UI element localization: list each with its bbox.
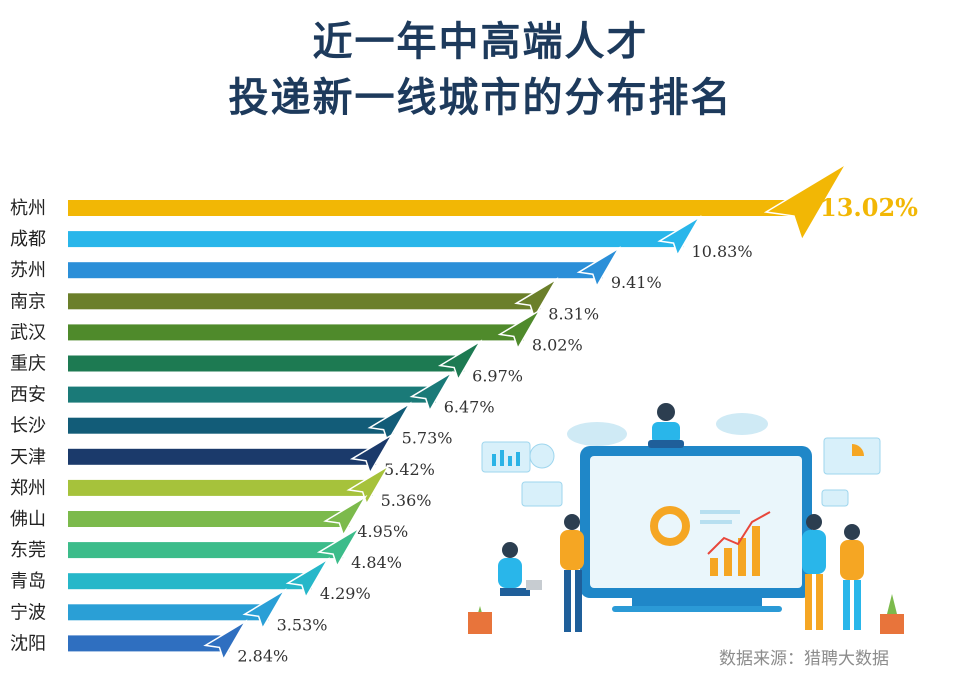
chart-title-line1: 近一年中高端人才 xyxy=(312,18,649,65)
value-label: 2.84% xyxy=(237,646,288,665)
category-label: 南京 xyxy=(10,291,46,312)
paper-plane-icon xyxy=(203,619,248,662)
bar xyxy=(68,293,541,310)
bar xyxy=(68,231,684,248)
paper-plane-icon xyxy=(576,246,621,289)
paper-plane-icon xyxy=(285,557,330,600)
data-source-note: 数据来源：猎聘大数据 xyxy=(719,649,889,669)
category-label: 成都 xyxy=(10,229,46,250)
category-label: 沈阳 xyxy=(10,633,46,654)
value-label: 8.02% xyxy=(532,335,583,354)
paper-plane-icon xyxy=(514,277,559,320)
category-label: 重庆 xyxy=(10,354,46,375)
value-label: 4.29% xyxy=(320,584,371,603)
category-label: 西安 xyxy=(10,385,46,406)
bar xyxy=(68,417,394,434)
category-label: 青岛 xyxy=(10,571,46,592)
category-label: 杭州 xyxy=(10,198,46,219)
value-label: 5.42% xyxy=(384,460,435,479)
category-label: 长沙 xyxy=(10,416,46,437)
paper-plane-icon xyxy=(349,432,395,475)
value-label: 4.84% xyxy=(351,553,402,572)
bar xyxy=(68,324,524,341)
value-label: 8.31% xyxy=(548,304,599,323)
category-label: 苏州 xyxy=(10,260,46,281)
bar xyxy=(68,386,436,403)
category-label: 武汉 xyxy=(10,322,46,343)
value-label: 10.83% xyxy=(692,242,753,261)
value-label: 3.53% xyxy=(277,615,328,634)
paper-plane-icon xyxy=(497,308,542,351)
bar xyxy=(68,355,465,372)
category-label: 宁波 xyxy=(10,602,46,623)
paper-plane-icon xyxy=(316,525,362,568)
value-label: 9.41% xyxy=(611,273,662,292)
category-label: 郑州 xyxy=(10,478,46,499)
bar xyxy=(68,511,350,527)
chart-title-line2: 投递新一线城市的分布排名 xyxy=(228,74,733,121)
bar xyxy=(68,573,312,590)
bar xyxy=(68,479,373,496)
category-label: 东莞 xyxy=(10,540,46,561)
office-illustration xyxy=(468,403,904,634)
paper-plane-icon xyxy=(242,588,287,631)
bar xyxy=(68,635,230,652)
bar xyxy=(68,604,269,621)
paper-plane-icon xyxy=(763,161,849,242)
value-label: 13.02% xyxy=(820,193,918,222)
bar xyxy=(68,448,377,465)
bar xyxy=(68,542,344,559)
paper-plane-icon xyxy=(346,463,391,506)
value-label: 5.36% xyxy=(381,491,432,510)
value-label: 6.47% xyxy=(444,398,495,417)
value-label: 4.95% xyxy=(357,522,408,541)
paper-plane-icon xyxy=(323,494,368,537)
value-label: 5.73% xyxy=(402,429,453,448)
paper-plane-icon xyxy=(657,214,702,257)
bar xyxy=(68,200,808,216)
bar xyxy=(68,262,603,279)
paper-plane-icon xyxy=(437,339,483,382)
category-label: 天津 xyxy=(10,447,46,468)
category-label: 佛山 xyxy=(10,509,46,530)
paper-plane-icon xyxy=(409,370,454,413)
paper-plane-icon xyxy=(367,401,412,444)
value-label: 6.97% xyxy=(472,367,523,386)
